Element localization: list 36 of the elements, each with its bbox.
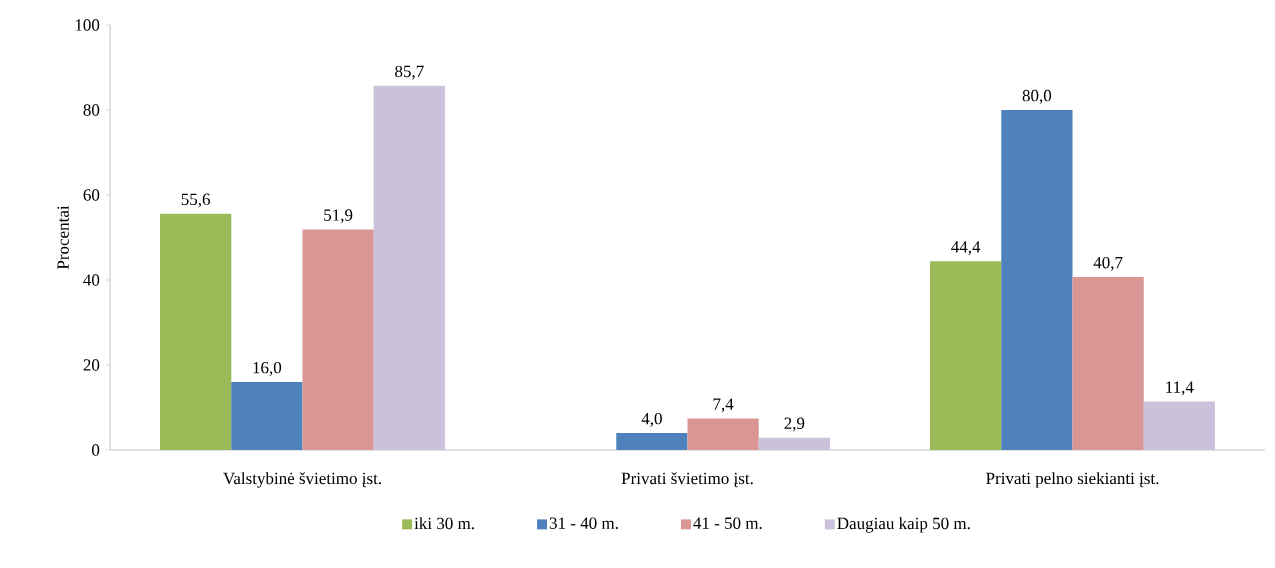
- bar: [231, 382, 303, 450]
- legend-label: Daugiau kaip 50 m.: [837, 517, 970, 533]
- data-label: 11,4: [1166, 381, 1194, 396]
- bar: [160, 213, 232, 450]
- bar: [1143, 401, 1215, 450]
- y-axis-title: Procentai: [57, 205, 69, 270]
- y-tick-label: 0: [92, 444, 100, 456]
- x-tick-label: Privati švietimo įst.: [621, 472, 753, 488]
- bar: [373, 85, 445, 450]
- data-label: 7,4: [713, 398, 734, 413]
- data-label: 2,9: [784, 417, 805, 432]
- bar: [930, 261, 1002, 450]
- data-label: 85,7: [395, 65, 424, 80]
- bar: [758, 437, 830, 450]
- legend-label: 31 - 40 m.: [549, 517, 618, 529]
- data-label: 80,0: [1022, 89, 1052, 104]
- data-label: 51,9: [324, 209, 353, 224]
- legend-label: 41 - 50 m.: [693, 517, 762, 529]
- y-tick-label: 60: [83, 189, 100, 201]
- y-tick-label: 100: [75, 19, 100, 31]
- data-label: 16,0: [253, 361, 282, 376]
- data-label: 55,6: [181, 193, 211, 208]
- bar: [302, 229, 374, 450]
- data-label: 4,0: [641, 412, 662, 427]
- legend-label: iki 30 m.: [414, 517, 474, 530]
- x-tick-label: Valstybinė švietimo įst.: [223, 472, 381, 488]
- y-tick-label: 80: [83, 104, 100, 116]
- data-label: 40,7: [1093, 256, 1123, 271]
- x-tick-label: Privati pelno siekianti įst.: [986, 472, 1159, 488]
- bar: [616, 433, 688, 450]
- bar: [1072, 277, 1144, 450]
- y-tick-label: 40: [83, 274, 100, 286]
- bar: [687, 418, 759, 450]
- y-tick-label: 20: [83, 359, 100, 371]
- data-label: 44,4: [951, 241, 981, 256]
- bar: [1001, 110, 1073, 450]
